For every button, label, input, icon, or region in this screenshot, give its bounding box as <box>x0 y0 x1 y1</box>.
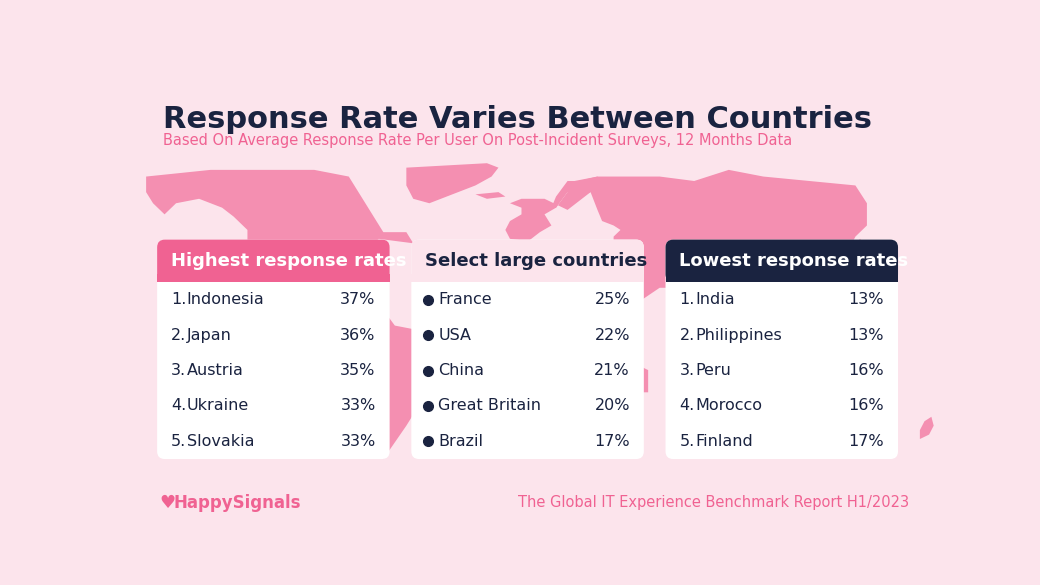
FancyBboxPatch shape <box>157 240 390 459</box>
Bar <box>412 274 644 282</box>
Polygon shape <box>690 274 740 319</box>
FancyBboxPatch shape <box>412 240 644 459</box>
Text: USA: USA <box>439 328 471 343</box>
Text: Lowest response rates: Lowest response rates <box>679 252 909 270</box>
Text: 35%: 35% <box>340 363 375 378</box>
Polygon shape <box>146 170 413 304</box>
Text: 5.: 5. <box>679 434 695 449</box>
FancyBboxPatch shape <box>412 240 644 282</box>
Text: 3.: 3. <box>679 363 695 378</box>
Text: 4.: 4. <box>679 398 695 414</box>
FancyBboxPatch shape <box>157 240 390 282</box>
Text: 2.: 2. <box>679 328 695 343</box>
FancyBboxPatch shape <box>666 240 898 282</box>
Text: Based On Average Response Rate Per User On Post-Incident Surveys, 12 Months Data: Based On Average Response Rate Per User … <box>162 133 791 149</box>
Text: Peru: Peru <box>695 363 731 378</box>
Text: Finland: Finland <box>695 434 753 449</box>
Bar <box>666 274 898 282</box>
Text: 13%: 13% <box>849 292 884 307</box>
Text: Slovakia: Slovakia <box>186 434 254 449</box>
Text: Japan: Japan <box>186 328 232 343</box>
Text: Brazil: Brazil <box>439 434 484 449</box>
Polygon shape <box>614 274 636 363</box>
Text: Philippines: Philippines <box>695 328 782 343</box>
Text: Great Britain: Great Britain <box>439 398 542 414</box>
Text: 1.: 1. <box>171 292 186 307</box>
Polygon shape <box>752 326 809 359</box>
Polygon shape <box>475 192 505 199</box>
Text: HappySignals: HappySignals <box>174 494 301 512</box>
Text: China: China <box>439 363 485 378</box>
Text: 33%: 33% <box>340 434 375 449</box>
Polygon shape <box>634 363 648 393</box>
Polygon shape <box>920 417 934 439</box>
Text: Highest response rates: Highest response rates <box>171 252 407 270</box>
Text: Ukraine: Ukraine <box>186 398 249 414</box>
Text: India: India <box>695 292 734 307</box>
Text: 20%: 20% <box>595 398 630 414</box>
Polygon shape <box>348 310 452 459</box>
Text: The Global IT Experience Benchmark Report H1/2023: The Global IT Experience Benchmark Repor… <box>518 495 909 511</box>
Polygon shape <box>492 254 636 415</box>
Text: 13%: 13% <box>849 328 884 343</box>
Text: Austria: Austria <box>186 363 243 378</box>
Text: 1.: 1. <box>679 292 695 307</box>
Text: 21%: 21% <box>594 363 630 378</box>
Text: 37%: 37% <box>340 292 375 307</box>
Text: 33%: 33% <box>340 398 375 414</box>
Text: France: France <box>439 292 492 307</box>
Text: 17%: 17% <box>849 434 884 449</box>
Text: Response Rate Varies Between Countries: Response Rate Varies Between Countries <box>162 105 872 134</box>
Polygon shape <box>505 177 602 241</box>
Text: 16%: 16% <box>849 398 884 414</box>
Text: 36%: 36% <box>340 328 375 343</box>
Text: 22%: 22% <box>595 328 630 343</box>
Text: 3.: 3. <box>171 363 186 378</box>
Text: 17%: 17% <box>594 434 630 449</box>
Bar <box>157 274 390 282</box>
FancyBboxPatch shape <box>666 240 898 459</box>
Polygon shape <box>591 170 867 332</box>
Text: 25%: 25% <box>595 292 630 307</box>
Text: 16%: 16% <box>849 363 884 378</box>
Polygon shape <box>832 239 864 268</box>
Polygon shape <box>407 163 498 203</box>
Text: Indonesia: Indonesia <box>186 292 264 307</box>
Text: 2.: 2. <box>171 328 186 343</box>
Text: 4.: 4. <box>171 398 186 414</box>
Text: 5.: 5. <box>171 434 186 449</box>
Polygon shape <box>545 177 597 210</box>
Polygon shape <box>796 363 883 424</box>
Text: ♥: ♥ <box>159 494 176 512</box>
Text: Morocco: Morocco <box>695 398 762 414</box>
Text: Select large countries: Select large countries <box>425 252 648 270</box>
